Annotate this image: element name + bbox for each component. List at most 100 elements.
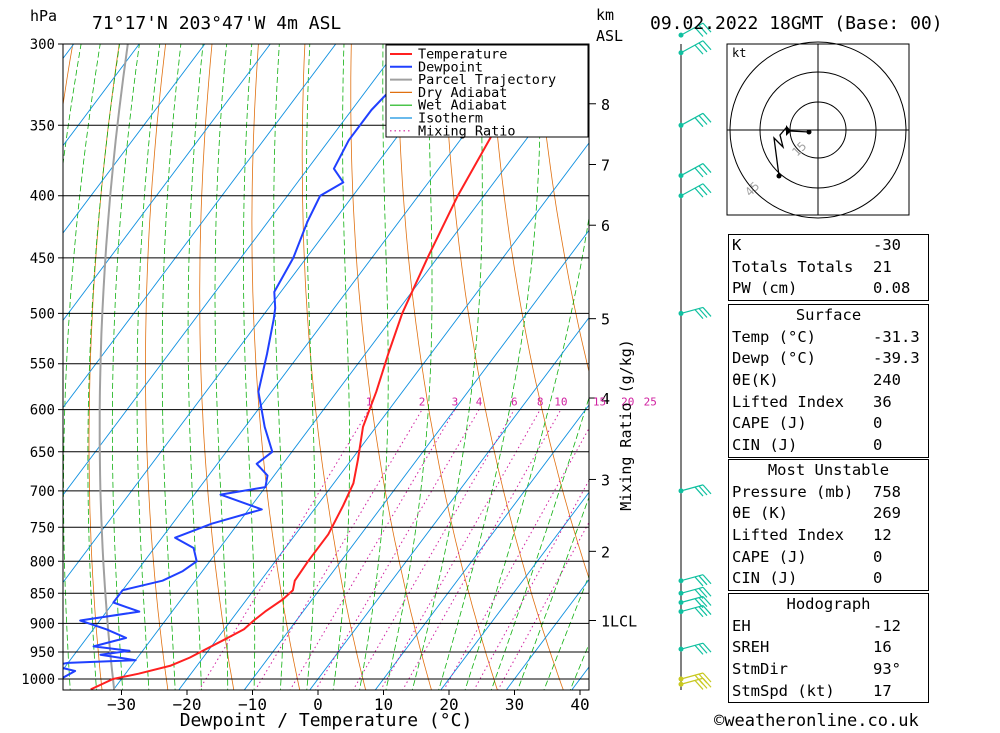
wind-barb-column [678, 22, 712, 690]
pressure-label: 300 [30, 37, 55, 53]
hodograph-point [776, 173, 782, 179]
wet-adiabat-line [359, 44, 389, 690]
wet-adiabat-line [306, 44, 316, 690]
wind-barb [680, 22, 712, 37]
pressure-label: 400 [30, 189, 55, 205]
wind-barb-feather [698, 643, 708, 654]
x-tick-label: 20 [439, 695, 458, 714]
parcel-trajectory [98, 44, 129, 690]
index-value: 0 [873, 436, 883, 455]
index-label: EH [732, 616, 751, 635]
wind-barb-feather [698, 24, 708, 35]
km-tick-label: 8 [601, 96, 610, 114]
index-value: 0 [873, 547, 883, 566]
hpa-label: hPa [30, 7, 57, 25]
km-label: km [596, 6, 614, 24]
index-label: Totals Totals [732, 257, 854, 276]
wind-barb-staff [680, 484, 704, 492]
wet-adiabat-line [332, 44, 350, 690]
index-value: 758 [873, 482, 901, 501]
x-tick-label: 10 [374, 695, 393, 714]
index-value: -31.3 [873, 327, 920, 346]
km-tick-label: 2 [601, 543, 610, 561]
wind-barb [680, 484, 712, 497]
wind-barb-feather [702, 642, 712, 653]
index-row-pw: PW (cm) 0.08 [729, 278, 928, 300]
plot-frame [62, 43, 590, 691]
mixing-ratio-label: 25 [644, 396, 657, 409]
general-indices-table: K -30 Totals Totals 21 PW (cm) 0.08 [728, 234, 929, 302]
mixing-ratio-line [380, 409, 541, 690]
index-label: θE (K) [732, 504, 788, 523]
wind-barb [680, 604, 712, 618]
location-title: 71°17'N 203°47'W 4m ASL [92, 13, 341, 34]
km-tick-label: 4 [601, 390, 610, 408]
mixing-ratio-label: 15 [593, 396, 606, 409]
legend-label: Isotherm [418, 111, 483, 127]
wind-barb-feather [702, 112, 712, 123]
index-value: 17 [873, 681, 892, 700]
dry-adiabat-line [490, 44, 589, 580]
mixing-ratio-line [473, 479, 589, 690]
index-label: Temp (°C) [732, 327, 816, 346]
isotherm-line [63, 44, 271, 322]
wind-barb-feather [702, 596, 712, 606]
hodograph-title: Hodograph [786, 595, 871, 613]
surface-table: Surface Temp (°C) -31.3 Dewp (°C) -39.3 θE… [728, 304, 929, 458]
wind-barb [680, 163, 712, 178]
index-value: 21 [873, 257, 892, 276]
surface-row: Temp (°C) -31.3 [729, 327, 928, 349]
mixing-ratio-label: 6 [511, 396, 518, 409]
km-tick-label: 1LCL [601, 612, 637, 630]
dry-adiabat-line [536, 44, 589, 374]
legend-label: Temperature [418, 47, 507, 63]
isotherm-line [63, 44, 468, 584]
x-tick-label: 40 [570, 695, 589, 714]
mixing-ratio-label: 8 [537, 396, 544, 409]
legend-label: Wet Adiabat [418, 98, 507, 114]
wind-barb-feather [698, 587, 708, 598]
index-label: Dewp (°C) [732, 349, 816, 368]
index-label: CAPE (J) [732, 414, 807, 433]
km-tick-label: 6 [601, 217, 610, 235]
wind-barb-feather [698, 42, 708, 53]
wind-barb-feather [702, 183, 712, 194]
temperature-line [90, 44, 547, 690]
wind-barb-feather [698, 597, 708, 608]
wind-barb-feather [698, 115, 708, 125]
wind-barb-feather [694, 598, 704, 609]
surface-title: Surface [795, 306, 862, 324]
most-unstable-title: Most Unstable [767, 461, 890, 479]
mixing-ratio-line [289, 409, 456, 690]
isotherm-line [63, 44, 140, 147]
mu-row: Pressure (mb) 758 [729, 482, 928, 504]
copyright: ©weatheronline.co.uk [714, 711, 919, 731]
km-tick-label: 3 [601, 471, 610, 489]
mixing-ratio-label: 4 [476, 396, 483, 409]
wind-barb-feather [698, 308, 708, 318]
wind-barb-staff [680, 586, 704, 594]
dewpoint-line [63, 44, 416, 679]
mixing-ratio-label: 2 [419, 396, 426, 409]
wind-barb [680, 586, 712, 599]
wind-barb [680, 112, 712, 128]
wind-barb-feather [694, 576, 704, 587]
datetime-title: 09.02.2022 18GMT (Base: 00) [650, 13, 943, 34]
mixing-ratio-label: 10 [554, 396, 567, 409]
wind-barb-feather [702, 163, 712, 173]
isotherm-line [309, 316, 589, 690]
wind-barb-feather [698, 673, 708, 684]
mu-row: Lifted Index 12 [729, 525, 928, 547]
hodo-row: EH -12 [729, 616, 928, 638]
mixing-ratio-line [315, 409, 480, 690]
legend-label: Dry Adiabat [418, 85, 507, 101]
wind-barb-feather [694, 27, 704, 37]
wet-adiabat-line [385, 44, 433, 690]
km-axis: 8 7 6 5 4 3 2 1LCL [589, 96, 637, 630]
hodograph-unit: kt [732, 46, 746, 60]
index-label: Lifted Index [732, 526, 844, 545]
wind-barb-feather [698, 165, 708, 176]
wind-barb [680, 642, 712, 655]
wet-adiabat-line [490, 396, 589, 690]
